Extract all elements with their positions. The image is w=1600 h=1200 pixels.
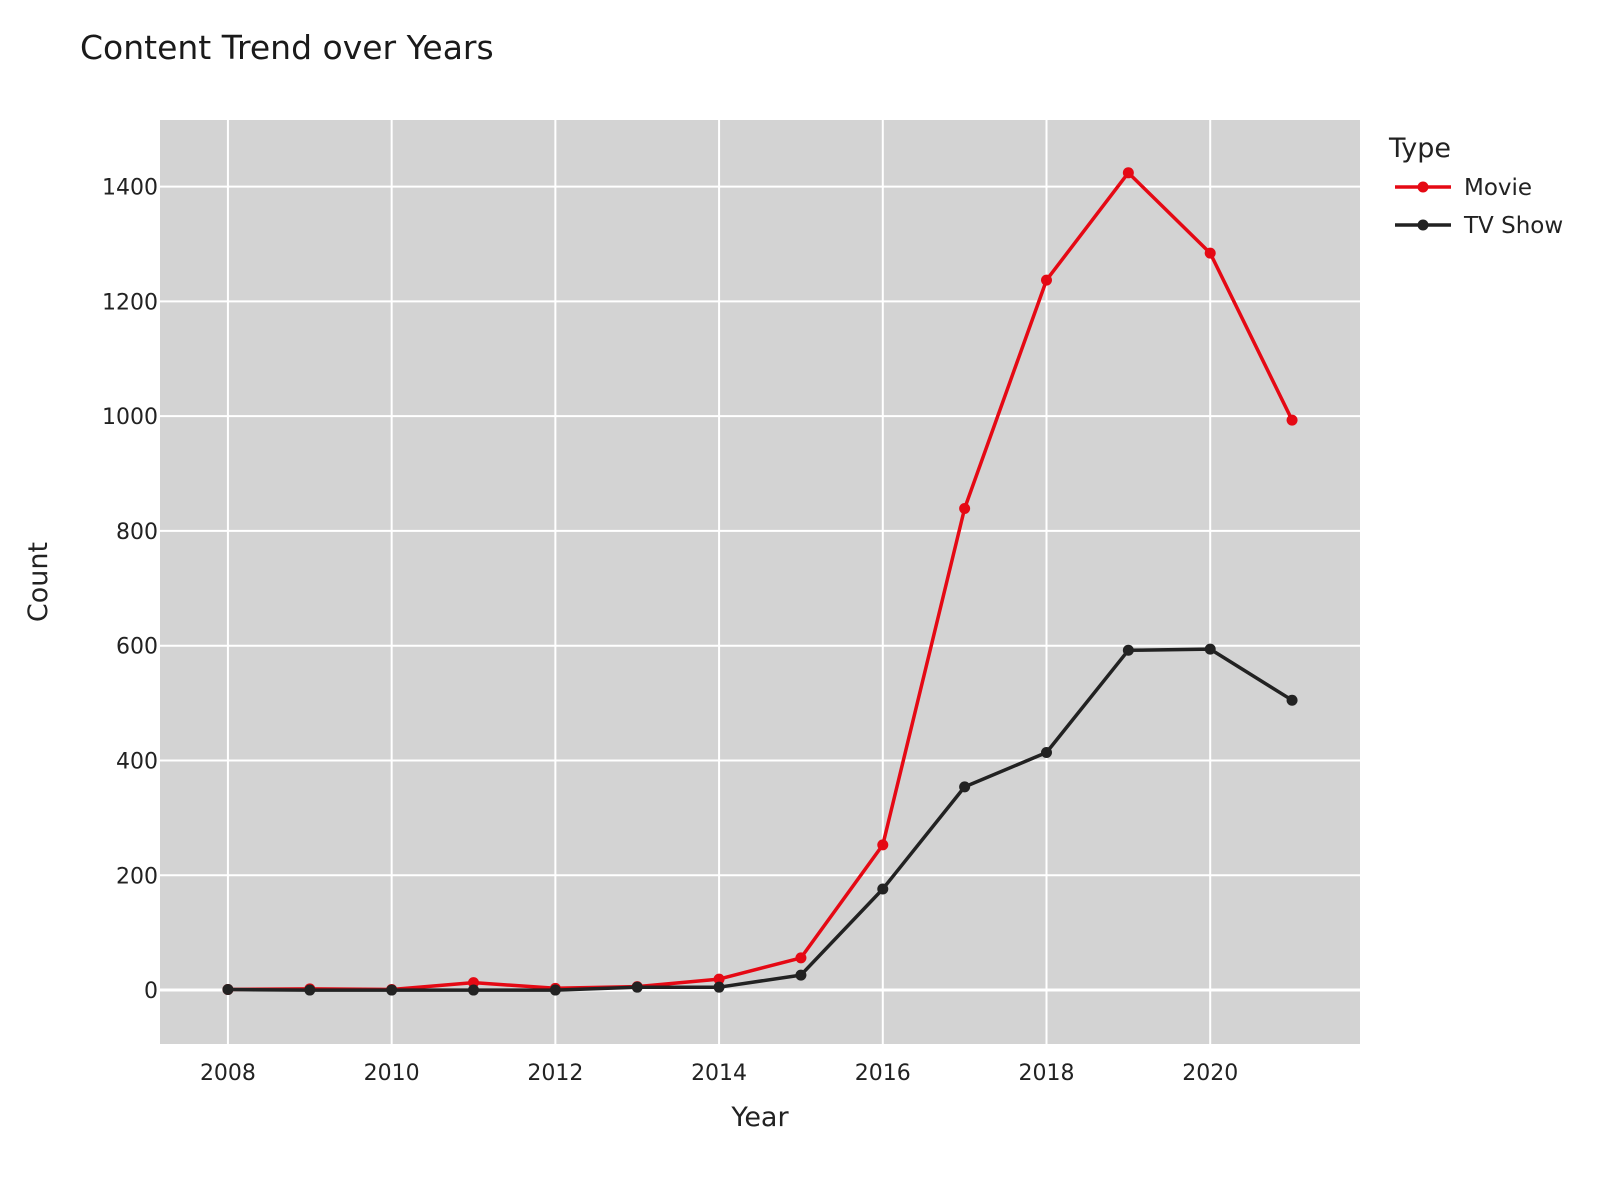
x-tick-label: 2010 [364, 1061, 420, 1086]
tv-show-point [959, 781, 971, 793]
y-tick-labels: 0 200 400 600 800 1000 1200 1400 [102, 176, 158, 1004]
legend-label: Movie [1464, 175, 1532, 201]
tv-show-point [1286, 694, 1298, 706]
plot-area [160, 120, 1360, 1044]
y-tick-label: 1400 [102, 176, 158, 201]
tv-show-point [795, 969, 807, 981]
y-tick-label: 800 [116, 520, 158, 545]
x-tick-label: 2018 [1018, 1061, 1074, 1086]
movie-point [795, 952, 807, 964]
tv-show-point [304, 984, 316, 996]
tv-show-point [549, 984, 561, 996]
legend: Type Movie TV Show [1388, 133, 1563, 239]
movie-point [1122, 167, 1134, 179]
movie-point [1040, 274, 1052, 286]
tv-show-point [877, 883, 889, 895]
legend-label: TV Show [1463, 213, 1563, 239]
y-axis-title: Count [23, 542, 54, 622]
movie-point [1204, 247, 1216, 259]
y-tick-label: 1000 [102, 405, 158, 430]
legend-item-movie[interactable]: Movie [1395, 175, 1532, 201]
x-axis-title: Year [730, 1102, 789, 1133]
tv-show-point [386, 984, 398, 996]
legend-marker [1417, 181, 1429, 193]
tv-show-point [631, 981, 643, 993]
chart-title: Content Trend over Years [80, 28, 494, 67]
x-tick-label: 2016 [855, 1061, 911, 1086]
series-tv-show [222, 643, 1298, 996]
x-tick-label: 2020 [1182, 1061, 1238, 1086]
y-tick-label: 0 [144, 979, 158, 1004]
movie-point [877, 839, 889, 851]
tv-show-point [468, 984, 480, 996]
x-tick-label: 2008 [200, 1061, 256, 1086]
tv-show-point [1040, 746, 1052, 758]
tv-show-point [713, 981, 725, 993]
legend-item-tv-show[interactable]: TV Show [1395, 213, 1563, 239]
movie-point [713, 973, 725, 985]
y-tick-label: 1200 [102, 290, 158, 315]
tv-show-point [222, 983, 234, 995]
x-tick-label: 2014 [691, 1061, 747, 1086]
y-tick-label: 600 [116, 635, 158, 660]
x-tick-label: 2012 [527, 1061, 583, 1086]
series-layer [222, 167, 1298, 996]
y-tick-label: 200 [116, 864, 158, 889]
y-tick-label: 400 [116, 749, 158, 774]
x-tick-labels: 2008 2010 2012 2014 2016 2018 2020 [200, 1061, 1238, 1086]
tv-show-point [1122, 644, 1134, 656]
movie-point [1286, 414, 1298, 426]
legend-marker [1417, 219, 1429, 231]
movie-point [959, 503, 971, 515]
legend-title: Type [1388, 133, 1451, 164]
tv-show-line [227, 647, 1294, 992]
tv-show-point [1204, 643, 1216, 655]
